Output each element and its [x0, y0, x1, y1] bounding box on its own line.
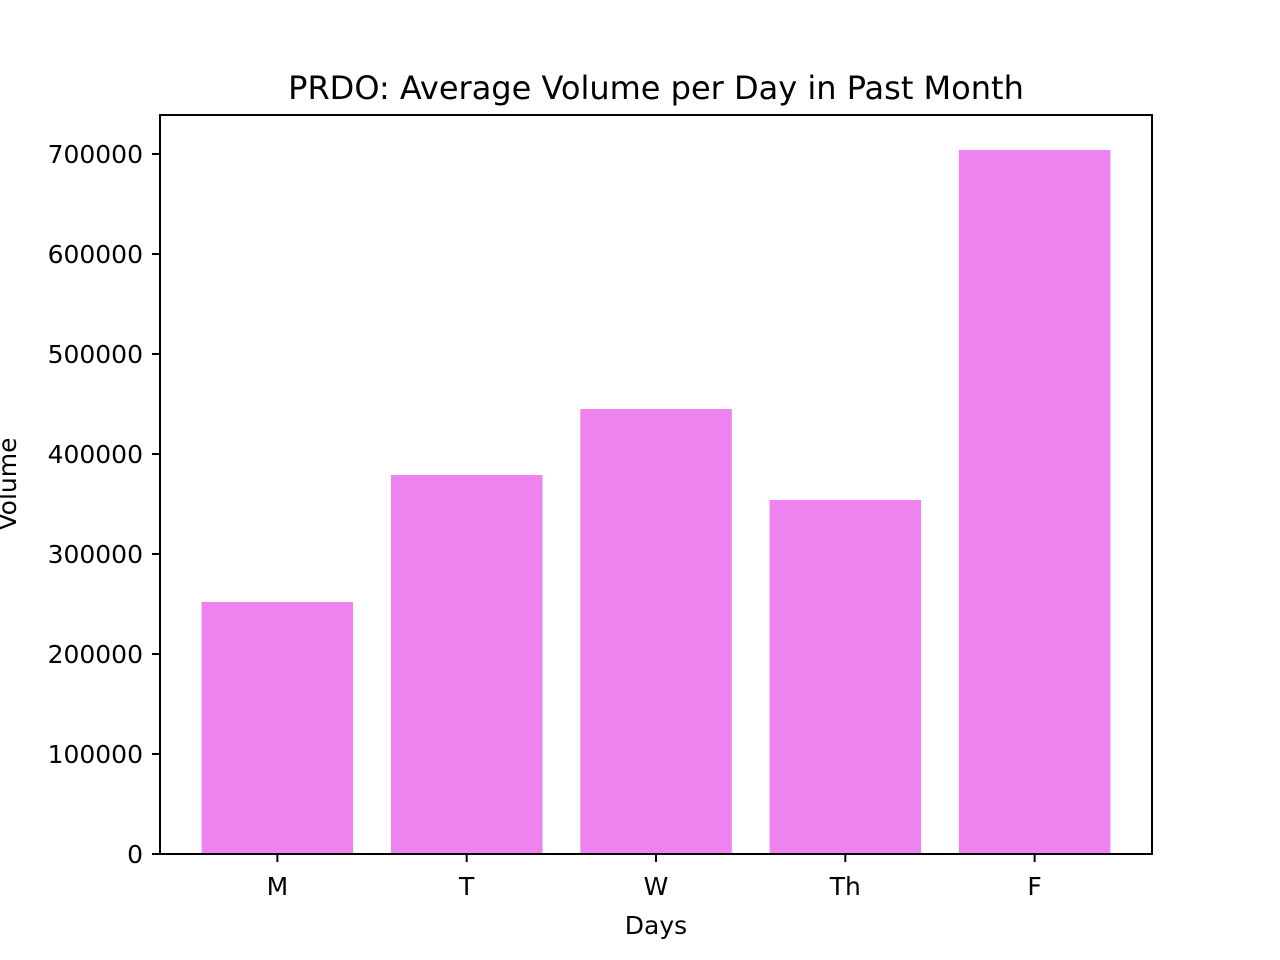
y-tick-label: 500000 [48, 340, 143, 369]
x-axis-ticks: M T W Th F [267, 854, 1042, 901]
bar-w [580, 409, 732, 854]
y-axis-label: Volume [0, 438, 22, 531]
y-axis-ticks: 0 100000 200000 300000 400000 500000 600000 700… [48, 140, 160, 869]
x-tick-label: M [267, 872, 289, 901]
y-tick-label: 0 [127, 840, 143, 869]
x-tick-label: F [1027, 872, 1041, 901]
x-tick-label: T [458, 872, 475, 901]
y-tick-label: 700000 [48, 140, 143, 169]
x-axis-label: Days [625, 911, 687, 940]
x-tick-label: Th [829, 872, 861, 901]
y-tick-label: 400000 [48, 440, 143, 469]
y-tick-label: 600000 [48, 240, 143, 269]
chart-title: PRDO: Average Volume per Day in Past Mon… [288, 69, 1024, 107]
y-tick-label: 200000 [48, 640, 143, 669]
bars-group [201, 150, 1111, 854]
y-tick-label: 300000 [48, 540, 143, 569]
bar-th [769, 500, 922, 854]
y-tick-label: 100000 [48, 740, 143, 769]
x-tick-label: W [644, 872, 669, 901]
plot-frame [159, 114, 1153, 855]
bar-m [201, 602, 354, 854]
bar-f [958, 150, 1111, 854]
bar-t [391, 475, 543, 854]
